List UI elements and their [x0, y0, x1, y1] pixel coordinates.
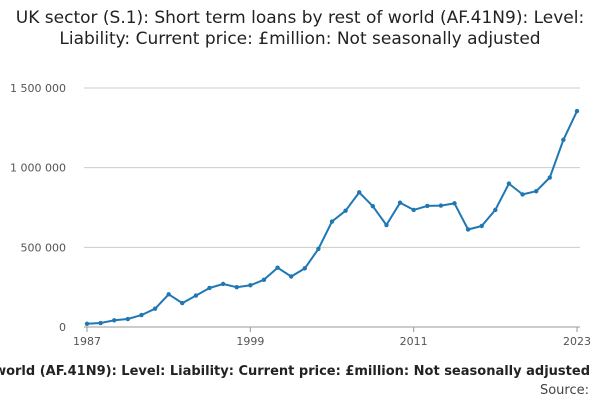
- data-point[interactable]: [166, 292, 171, 297]
- data-point[interactable]: [384, 222, 389, 228]
- data-point[interactable]: [261, 277, 267, 283]
- chart-title: UK sector (S.1): Short term loans by res…: [15, 8, 585, 49]
- series-line: [86, 110, 578, 325]
- data-points: [84, 108, 580, 327]
- data-point[interactable]: [547, 175, 552, 180]
- data-point[interactable]: [533, 189, 539, 194]
- y-tick-label: 0: [59, 321, 66, 334]
- data-point[interactable]: [329, 219, 335, 224]
- data-point[interactable]: [357, 190, 362, 195]
- data-point[interactable]: [125, 316, 131, 322]
- caption-row: UK sector (S.1): Short term loans by res…: [0, 364, 600, 384]
- data-point[interactable]: [248, 283, 253, 288]
- data-point[interactable]: [425, 203, 430, 209]
- data-point[interactable]: [411, 207, 416, 213]
- data-point[interactable]: [139, 312, 144, 318]
- x-tick-label: 2011: [400, 335, 428, 348]
- x-axis-tick-labels: 1987 1999 2011 2023: [73, 335, 591, 348]
- data-point[interactable]: [98, 320, 103, 326]
- y-tick-label: 1 000 000: [10, 162, 66, 175]
- data-point[interactable]: [316, 246, 321, 252]
- data-point[interactable]: [438, 203, 444, 208]
- data-point[interactable]: [180, 300, 185, 306]
- y-axis-tick-labels: 0 500 000 1 000 000 1 500 000: [10, 82, 66, 334]
- data-point[interactable]: [479, 223, 484, 229]
- data-point[interactable]: [452, 201, 457, 206]
- data-point[interactable]: [506, 181, 512, 186]
- data-point[interactable]: [465, 227, 471, 232]
- data-point[interactable]: [207, 285, 212, 291]
- x-axis: [84, 326, 580, 332]
- x-tick-label: 2023: [563, 335, 591, 348]
- x-tick-label: 1987: [73, 335, 101, 348]
- gridlines: [84, 87, 580, 248]
- data-point[interactable]: [397, 200, 403, 205]
- data-point[interactable]: [193, 293, 199, 298]
- data-point[interactable]: [275, 265, 280, 270]
- y-tick-label: 1 500 000: [10, 82, 66, 95]
- data-point[interactable]: [220, 281, 226, 287]
- data-point[interactable]: [370, 204, 376, 209]
- y-tick-label: 500 000: [21, 241, 67, 254]
- data-point[interactable]: [152, 306, 158, 311]
- series-line-group: [86, 110, 578, 325]
- data-point[interactable]: [234, 284, 239, 290]
- data-point[interactable]: [302, 266, 307, 271]
- data-point[interactable]: [288, 274, 294, 279]
- data-point[interactable]: [493, 207, 498, 213]
- caption-series-name: UK sector (S.1): Short term loans by res…: [0, 364, 590, 379]
- data-point[interactable]: [84, 321, 90, 327]
- source-label: Source:: [539, 383, 589, 398]
- data-point[interactable]: [574, 108, 580, 114]
- data-point[interactable]: [343, 208, 348, 213]
- data-point[interactable]: [112, 318, 117, 323]
- data-point[interactable]: [561, 137, 566, 142]
- data-point[interactable]: [520, 192, 525, 197]
- x-tick-label: 1999: [236, 335, 264, 348]
